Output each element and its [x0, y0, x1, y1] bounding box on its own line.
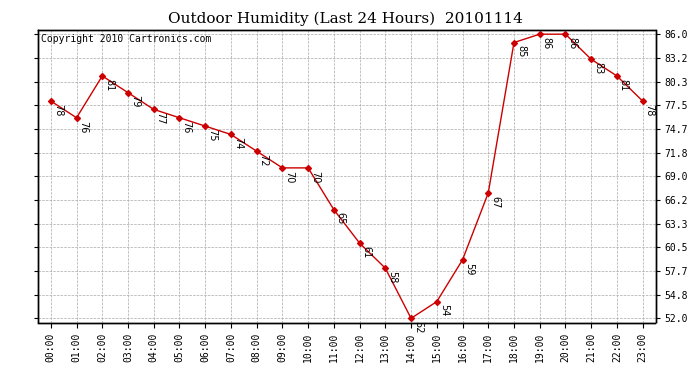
Text: 76: 76: [181, 120, 191, 133]
Text: 65: 65: [336, 213, 346, 225]
Text: 86: 86: [567, 37, 578, 49]
Text: 58: 58: [387, 271, 397, 284]
Text: 77: 77: [156, 112, 166, 125]
Text: 81: 81: [104, 79, 115, 91]
Text: 75: 75: [207, 129, 217, 141]
Text: 72: 72: [259, 154, 268, 166]
Text: 81: 81: [619, 79, 629, 91]
Text: 61: 61: [362, 246, 371, 258]
Text: Outdoor Humidity (Last 24 Hours)  20101114: Outdoor Humidity (Last 24 Hours) 2010111…: [168, 11, 522, 26]
Text: Copyright 2010 Cartronics.com: Copyright 2010 Cartronics.com: [41, 34, 211, 44]
Text: 76: 76: [79, 120, 88, 133]
Text: 52: 52: [413, 321, 423, 334]
Text: 83: 83: [593, 62, 603, 74]
Text: 79: 79: [130, 96, 140, 108]
Text: 54: 54: [439, 304, 449, 317]
Text: 70: 70: [284, 171, 295, 183]
Text: 78: 78: [52, 104, 63, 116]
Text: 59: 59: [464, 262, 475, 275]
Text: 85: 85: [516, 45, 526, 58]
Text: 78: 78: [644, 104, 655, 116]
Text: 67: 67: [490, 196, 500, 208]
Text: 70: 70: [310, 171, 320, 183]
Text: 86: 86: [542, 37, 551, 49]
Text: 74: 74: [233, 137, 243, 150]
